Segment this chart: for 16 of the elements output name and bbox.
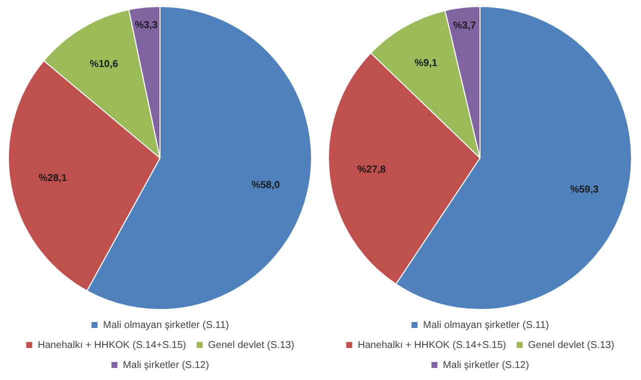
data-label: %59,3 xyxy=(570,184,600,196)
data-label: %9,1 xyxy=(414,58,438,70)
legend-label: Mali olmayan şirketler (S.11) xyxy=(423,320,549,331)
data-label: %10,6 xyxy=(90,59,118,70)
legend-label: Hanehalkı + HHKOK (S.14+S.15) xyxy=(38,340,186,351)
legend-label: Genel devlet (S.13) xyxy=(528,340,614,351)
legend-label: Mali şirketler (S.12) xyxy=(442,360,530,371)
data-label: %28,1 xyxy=(38,172,68,184)
legend-label: Hanehalkı + HHKOK (S.14+S.15) xyxy=(358,340,506,351)
data-label: %3,3 xyxy=(134,20,158,32)
legend-label: Mali şirketler (S.12) xyxy=(122,360,210,371)
data-label: %3,7 xyxy=(453,20,476,32)
data-label: %58,0 xyxy=(251,180,280,191)
data-label: %27,8 xyxy=(357,164,386,176)
legend-label: Genel devlet (S.13) xyxy=(208,340,294,351)
legend-label: Mali olmayan şirketler (S.11) xyxy=(103,320,229,331)
